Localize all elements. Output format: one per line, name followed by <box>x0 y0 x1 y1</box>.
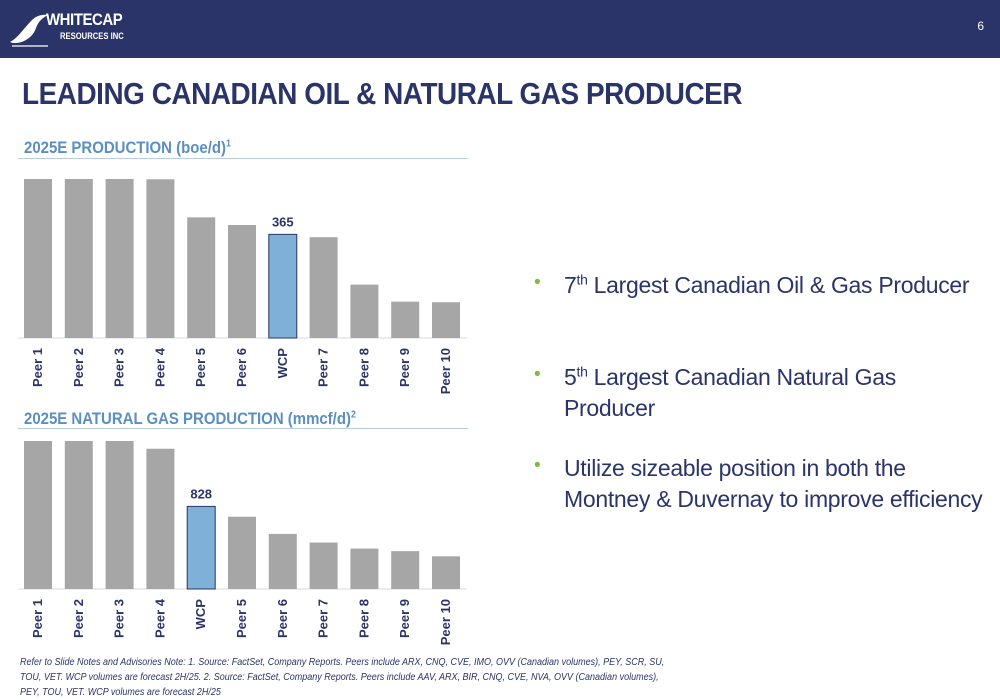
tick-label: Peer 9 <box>397 599 412 638</box>
gas-production-bar-chart: Peer 1 Peer 2 Peer 3 Peer 4 828 WCP Peer 5 Peer… <box>18 441 467 645</box>
data-label: 828 <box>190 486 212 501</box>
whitecap-logo: WHITECAP RESOURCES INC <box>8 8 128 50</box>
tick-label: Peer 2 <box>71 348 86 387</box>
tick-label: Peer 3 <box>112 348 127 387</box>
tick-label: Peer 7 <box>316 348 331 387</box>
bullet-text: Largest Canadian Oil & Gas Producer <box>587 272 970 298</box>
page-title: LEADING CANADIAN OIL & NATURAL GAS PRODU… <box>22 76 743 111</box>
bullet-dot: • <box>534 272 541 293</box>
bar <box>350 548 379 589</box>
bar <box>105 441 134 589</box>
bar <box>432 556 460 589</box>
bullet-oil-gas-rank: • 7th Largest Canadian Oil & Gas Produce… <box>534 270 984 301</box>
bar <box>391 551 420 589</box>
tick-label: Peer 8 <box>356 599 371 638</box>
gas-chart-rule <box>18 428 468 429</box>
bar <box>146 448 175 589</box>
tick-label: Peer 6 <box>234 348 249 387</box>
logo-wordmark: WHITECAP <box>46 10 123 29</box>
production-bar-chart: Peer 1 Peer 2 Peer 3 Peer 4 Peer 5 Peer 6 365 W… <box>18 179 467 394</box>
bar <box>187 217 216 338</box>
wave-logo-icon <box>10 14 48 47</box>
bar <box>268 533 297 589</box>
tick-label: Peer 3 <box>112 599 127 638</box>
bar <box>350 284 379 338</box>
bar <box>228 516 256 589</box>
production-chart-rule <box>18 158 468 159</box>
tick-label: Peer 4 <box>152 347 167 387</box>
bullet-text: Largest Canadian Natural Gas Producer <box>564 364 896 422</box>
data-label: 365 <box>272 214 294 229</box>
bar <box>228 224 256 338</box>
bullet-rank-suffix: th <box>576 363 588 380</box>
bar <box>24 179 52 338</box>
header-bar: WHITECAP RESOURCES INC 6 <box>0 0 1000 58</box>
tick-label: Peer 8 <box>356 348 371 387</box>
tick-label: Peer 5 <box>193 348 208 387</box>
bullet-dot: • <box>534 364 541 385</box>
bullet-gas-rank: • 5th Largest Canadian Natural Gas Produ… <box>534 362 984 424</box>
gas-chart-title-text: 2025E NATURAL GAS PRODUCTION (mmcf/d) <box>24 409 351 428</box>
footnote: Refer to Slide Notes and Advisories Note… <box>20 657 665 698</box>
tick-label: WCP <box>275 348 290 379</box>
tick-label: Peer 10 <box>438 348 453 394</box>
tick-label: Peer 7 <box>316 599 331 638</box>
tick-label: Peer 4 <box>152 598 167 638</box>
bar <box>105 179 134 338</box>
gas-chart-title: 2025E NATURAL GAS PRODUCTION (mmcf/d)2 <box>24 409 356 429</box>
bar <box>309 542 338 589</box>
tick-label: Peer 6 <box>275 599 290 638</box>
tick-label: Peer 9 <box>397 348 412 387</box>
gas-chart-footnote-marker: 2 <box>350 409 356 421</box>
production-chart-title-text: 2025E PRODUCTION (boe/d) <box>24 138 227 157</box>
production-chart-footnote-marker: 1 <box>226 138 231 150</box>
bullet-rank-suffix: th <box>576 271 588 288</box>
bar-wcp <box>186 505 216 590</box>
tick-label: Peer 1 <box>30 599 45 638</box>
bar <box>391 301 420 338</box>
page-number: 6 <box>977 19 984 33</box>
bar <box>309 237 338 338</box>
bar <box>64 441 93 589</box>
bullet-text: Utilize sizeable position in both the Mo… <box>564 455 983 513</box>
logo-subtitle: RESOURCES INC <box>60 31 124 41</box>
bullet-rank-number: 5 <box>564 364 577 390</box>
bullet-rank-number: 7 <box>564 272 577 298</box>
tick-label: Peer 5 <box>234 599 249 638</box>
tick-label: Peer 1 <box>30 348 45 387</box>
tick-label: Peer 10 <box>438 599 453 645</box>
bar <box>64 179 93 338</box>
bar-wcp <box>268 233 298 339</box>
bullet-montney-duvernay: • Utilize sizeable position in both the … <box>534 453 984 515</box>
tick-label: Peer 2 <box>71 599 86 638</box>
production-chart-title: 2025E PRODUCTION (boe/d)1 <box>24 138 231 158</box>
bar <box>146 179 175 338</box>
bullet-dot: • <box>534 455 541 476</box>
bar <box>24 441 52 589</box>
bar <box>432 302 460 338</box>
tick-label: WCP <box>193 599 208 630</box>
